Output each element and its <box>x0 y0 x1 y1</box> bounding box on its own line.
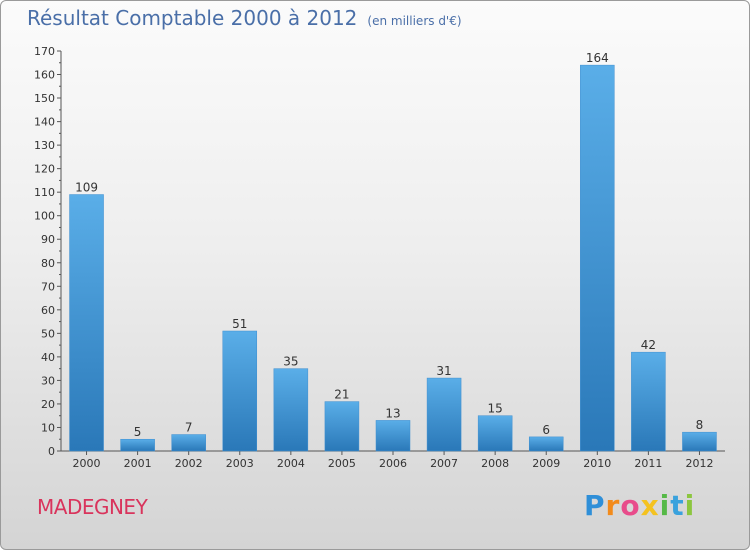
data-label-2008: 15 <box>488 402 503 416</box>
data-label-2004: 35 <box>283 355 298 369</box>
bar-2007 <box>426 377 462 452</box>
x-tick-label-2004: 2004 <box>277 457 305 470</box>
y-tick-label: 50 <box>41 327 55 340</box>
data-label-2009: 6 <box>542 423 550 437</box>
x-tick-label-2006: 2006 <box>379 457 407 470</box>
y-tick-label: 160 <box>34 69 55 82</box>
y-tick-label: 140 <box>34 116 55 129</box>
y-tick-label: 130 <box>34 139 55 152</box>
logo-letter: x <box>640 489 660 522</box>
unit-label: (en milliers d'€) <box>367 14 462 28</box>
logo-letter: r <box>605 489 621 522</box>
commune-name: MADEGNEY <box>37 495 148 519</box>
y-tick-label: 90 <box>41 233 55 246</box>
data-label-2012: 8 <box>696 418 704 432</box>
x-tick-label-2000: 2000 <box>73 457 101 470</box>
proxiti-logo: Proxiti <box>584 489 695 522</box>
bar-2008 <box>477 415 513 452</box>
y-tick-label: 60 <box>41 304 55 317</box>
title-text: Résultat Comptable 2000 à 2012 <box>27 6 358 30</box>
bar-2000 <box>69 194 104 452</box>
x-tick-label-2003: 2003 <box>226 457 254 470</box>
bar-2002 <box>171 434 206 452</box>
bar-2004 <box>273 368 309 452</box>
y-tick-label: 120 <box>34 163 55 176</box>
bar-2010 <box>580 64 615 452</box>
chart-title: Résultat Comptable 2000 à 2012 (en millie… <box>27 6 462 30</box>
x-tick-label-2011: 2011 <box>634 457 662 470</box>
logo-letter: i <box>659 489 671 522</box>
y-tick-label: 170 <box>34 45 55 58</box>
y-tick-label: 30 <box>41 374 55 387</box>
data-label-2005: 21 <box>334 388 349 402</box>
data-label-2011: 42 <box>641 338 656 352</box>
data-label-2006: 13 <box>385 406 400 420</box>
bar-2005 <box>324 401 360 452</box>
x-tick-label-2005: 2005 <box>328 457 356 470</box>
y-tick-label: 100 <box>34 210 55 223</box>
x-tick-label-2002: 2002 <box>175 457 203 470</box>
y-tick-label: 150 <box>34 92 55 105</box>
x-tick-label-2008: 2008 <box>481 457 509 470</box>
data-label-2010: 164 <box>586 51 609 65</box>
logo-letter: o <box>620 489 641 522</box>
x-tick-label-2001: 2001 <box>124 457 152 470</box>
data-label-2000: 109 <box>75 181 98 195</box>
bar-2001 <box>120 438 155 452</box>
logo-letter: P <box>584 489 606 522</box>
logo-letter: t <box>670 489 685 522</box>
y-tick-label: 20 <box>41 398 55 411</box>
data-label-2002: 7 <box>185 421 193 435</box>
bar-2003 <box>222 330 258 452</box>
x-tick-label-2012: 2012 <box>685 457 713 470</box>
y-tick-label: 40 <box>41 351 55 364</box>
data-label-2003: 51 <box>232 317 247 331</box>
x-tick-label-2010: 2010 <box>583 457 611 470</box>
y-tick-label: 110 <box>34 186 55 199</box>
data-label-2001: 5 <box>134 425 142 439</box>
logo-letter: i <box>684 489 696 522</box>
x-tick-label-2007: 2007 <box>430 457 458 470</box>
bar-2009 <box>528 436 564 452</box>
x-tick-label-2009: 2009 <box>532 457 560 470</box>
bar-2011 <box>631 351 666 452</box>
bar-2006 <box>375 420 411 452</box>
bar-2012 <box>682 431 717 452</box>
y-tick-label: 70 <box>41 280 55 293</box>
data-label-2007: 31 <box>436 364 451 378</box>
y-tick-label: 80 <box>41 257 55 270</box>
y-tick-label: 10 <box>41 421 55 434</box>
y-tick-label: 0 <box>48 445 55 458</box>
